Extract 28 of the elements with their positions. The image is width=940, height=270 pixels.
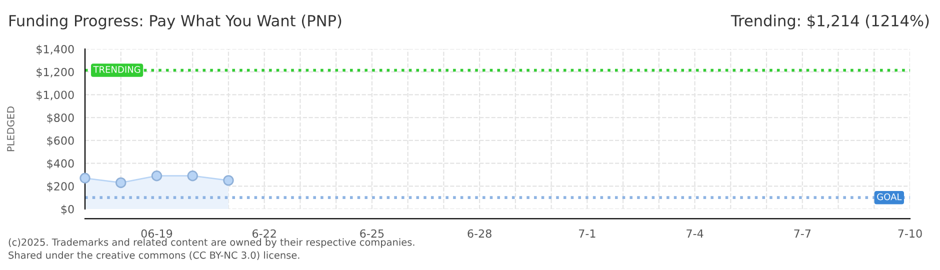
y-tick-label: $600	[47, 136, 74, 146]
y-tick-label: $400	[47, 159, 74, 170]
y-tick-label: $200	[47, 182, 74, 192]
text: (c)2025. Trademarks and related content are owned by their respective companies.	[8, 238, 414, 248]
y-tick-label: $1,400	[36, 44, 74, 55]
point	[187, 170, 198, 182]
ref-line-label: GOAL	[877, 193, 902, 200]
text: Shared under the creative commons (CC BY-NC 3.0) license.	[8, 251, 300, 260]
y-tick-label: $1,200	[36, 68, 74, 78]
ref-line-label: TRENDING	[93, 66, 140, 73]
point	[116, 177, 126, 188]
y-tick-label: $1,000	[36, 90, 74, 101]
y-tick-label: $0	[61, 204, 74, 215]
x-tick-label: 6-25	[360, 229, 384, 238]
chart-title: Funding Progress: Pay What You Want (PNP)	[10, 14, 342, 30]
x-tick-label: 7-1	[579, 229, 596, 238]
x-tick-label: 7-10	[898, 229, 922, 238]
x-tick-label: 6-28	[468, 229, 492, 238]
point	[80, 172, 90, 184]
x-tick-label: 7-4	[686, 229, 704, 238]
point	[223, 175, 234, 186]
y-tick-label: $800	[47, 113, 74, 124]
point	[151, 170, 162, 182]
y-axis-title: PLEDGED	[7, 106, 14, 152]
x-tick-label: 7-7	[794, 229, 811, 238]
x-tick-label: 06-19	[141, 229, 172, 238]
x-tick-label: 6-22	[252, 229, 276, 238]
chart-subtitle: Trending: $1,214 (1214%)	[730, 14, 929, 30]
